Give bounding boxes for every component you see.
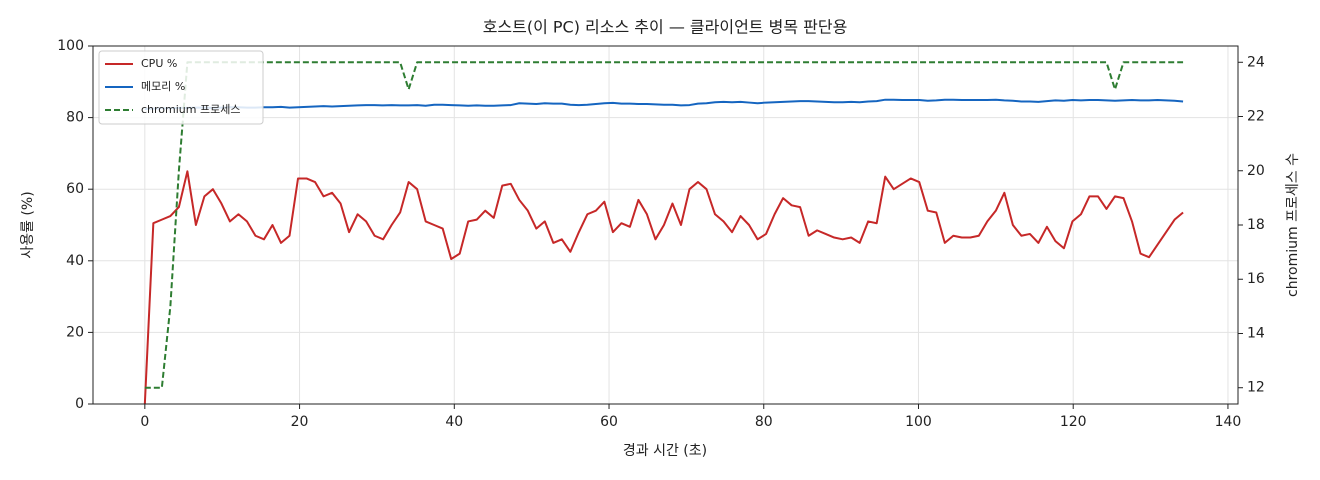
y-tick-label: 60 <box>66 181 84 197</box>
x-tick-label: 40 <box>445 414 463 430</box>
series-line <box>144 61 1184 389</box>
x-tick-label: 140 <box>1215 414 1242 430</box>
legend-box <box>98 50 264 125</box>
y2-tick-label: 20 <box>1247 163 1265 179</box>
y2-tick-label: 16 <box>1247 271 1265 287</box>
y2-axis-label: chromium 프로세스 수 <box>1285 153 1301 297</box>
series-line <box>144 98 1184 111</box>
x-tick-label: 60 <box>600 414 618 430</box>
y2-tick-label: 14 <box>1247 325 1265 341</box>
y-tick-label: 40 <box>66 253 84 269</box>
y2-tick-label: 22 <box>1247 109 1265 125</box>
plot-frame <box>92 45 1239 405</box>
series-line <box>143 170 1184 405</box>
y2-tick-label: 24 <box>1247 54 1265 70</box>
y2-tick-label: 12 <box>1247 380 1265 396</box>
x-tick-label: 120 <box>1060 414 1087 430</box>
y-tick-label: 100 <box>57 38 84 54</box>
y-tick-label: 20 <box>66 324 84 340</box>
y2-tick-label: 18 <box>1247 217 1265 233</box>
legend-text: chromium 프로세스 <box>141 103 240 116</box>
legend: CPU % 메모리 % chromium 프로세스 <box>98 50 264 125</box>
x-axis-label: 경과 시간 (초) <box>623 443 707 459</box>
y-axis-label: 사용률 (%) <box>20 191 36 258</box>
y-tick-label: 0 <box>75 396 84 412</box>
legend-text: CPU % <box>141 57 177 70</box>
x-tick-label: 80 <box>755 414 773 430</box>
legend-text: 메모리 % <box>141 80 185 93</box>
chart-title: 호스트(이 PC) 리소스 추이 — 클라이언트 병목 판단용 <box>483 18 848 37</box>
x-tick-label: 0 <box>140 414 149 430</box>
x-tick-label: 100 <box>905 414 932 430</box>
x-tick-label: 20 <box>291 414 309 430</box>
y-tick-label: 80 <box>66 110 84 126</box>
